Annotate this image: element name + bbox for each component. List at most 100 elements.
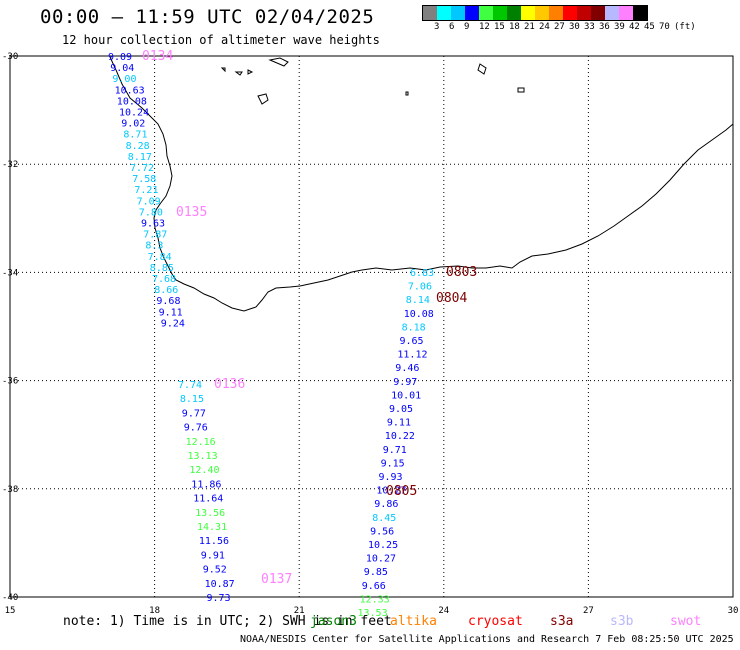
wave-height-value: 13.56 (195, 508, 225, 519)
color-scale-label: 12 (479, 22, 490, 32)
color-scale-label: (ft) (674, 22, 696, 32)
color-scale-label: 18 (509, 22, 520, 32)
wave-height-value: 9.66 (362, 581, 386, 592)
track-0135: 0135 (176, 205, 207, 220)
pass-label: 0137 (261, 572, 292, 587)
wave-height-value: 8.14 (406, 295, 430, 306)
pass-label: 0804 (436, 291, 467, 306)
color-swatch (507, 6, 521, 20)
color-scale-label: 15 (494, 22, 505, 32)
color-swatch (423, 6, 437, 20)
wave-height-value: 14.31 (197, 522, 227, 533)
wave-height-value: 6.83 (410, 268, 434, 279)
legend-jason3: jason3 (310, 614, 357, 629)
color-swatch (619, 6, 633, 20)
color-scale-labels: 3 6 9 12 15 18 21 24 27 30 33 36 39 42 45 70 (ft) (422, 22, 740, 34)
wave-height-value: 10.24 (119, 108, 149, 119)
legend-altika: altika (390, 614, 437, 629)
lon-tick-label: 21 (294, 606, 305, 616)
wave-height-value: 9.11 (387, 418, 411, 429)
lon-tick-label: 18 (149, 606, 160, 616)
wave-height-value: 7.06 (408, 282, 432, 293)
axis-tick-labels: 15 18 21 24 27 30 -30 -32 -34 -36 -38 -40 (2, 52, 738, 616)
wave-height-value: 9.63 (141, 219, 165, 230)
wave-height-value: 10.25 (368, 540, 398, 551)
wave-height-value: 9.09 (108, 52, 132, 63)
wave-height-value: 10.63 (115, 85, 145, 96)
wave-height-value: 13.13 (188, 451, 218, 462)
color-swatch (493, 6, 507, 20)
wave-height-value: 7.80 (139, 207, 163, 218)
track-0137: 0137 (261, 572, 292, 587)
wave-height-value: 12.33 (360, 594, 390, 605)
wave-height-value: 9.04 (110, 63, 134, 74)
wave-height-value: 10.08 (404, 309, 434, 320)
color-swatch (591, 6, 605, 20)
wave-height-value: 11.64 (193, 494, 223, 505)
lon-tick-label: 24 (438, 606, 449, 616)
legend-swot: swot (670, 614, 702, 629)
pass-label: 0134 (142, 49, 173, 64)
wave-height-value: 8.85 (150, 263, 174, 274)
pass-label: 0135 (176, 205, 207, 220)
wave-height-value: 9.68 (156, 296, 180, 307)
wave-height-value: 9.46 (395, 363, 419, 374)
wave-height-value: 8.45 (372, 513, 396, 524)
color-swatch (563, 6, 577, 20)
wave-height-value: 9.11 (159, 307, 183, 318)
color-scale-label: 36 (599, 22, 610, 32)
wave-height-value: 11.86 (191, 479, 221, 490)
color-scale-label: 3 (434, 22, 440, 32)
wave-height-value: 9.02 (121, 119, 145, 130)
lat-tick-label: -36 (2, 377, 18, 387)
wave-height-value: 9.76 (184, 423, 208, 434)
legend-s3a: s3a (550, 614, 574, 629)
track-0803: 0803 6.83 7.06 8.14 10.08 8.18 9.65 11.12 9.46 9.… (358, 265, 478, 619)
color-swatch (465, 6, 479, 20)
wave-height-value: 7.68 (152, 274, 176, 285)
wave-height-value: 10.87 (205, 579, 235, 590)
color-scale-label: 24 (539, 22, 550, 32)
map-title: 00:00 – 11:59 UTC 02/04/2025 (40, 6, 375, 28)
wave-height-value: 10.27 (366, 554, 396, 565)
wave-height-value: 9.05 (389, 404, 413, 415)
map-subtitle: 12 hour collection of altimeter wave hei… (62, 33, 380, 47)
wave-height-value: 9.00 (112, 74, 136, 85)
wave-height-value: 8.28 (126, 141, 150, 152)
coastline (109, 56, 734, 312)
color-scale-label: 21 (524, 22, 535, 32)
wave-height-value: 8.66 (154, 285, 178, 296)
credit-line: NOAA/NESDIS Center for Satellite Applica… (240, 634, 734, 645)
track-0805: 0805 (386, 484, 417, 499)
wave-height-value: 8.71 (123, 130, 147, 141)
wave-height-value: 9.56 (370, 526, 394, 537)
wave-height-value: 9.15 (381, 458, 405, 469)
wave-height-value: 12.16 (186, 437, 216, 448)
color-swatch (633, 6, 647, 20)
color-swatch (577, 6, 591, 20)
note-text: note: 1) Time is in UTC; 2) SWH is in fe… (63, 614, 392, 629)
color-swatch (605, 6, 619, 20)
wave-height-value: 9.71 (383, 445, 407, 456)
wave-height-value: 7.87 (143, 230, 167, 241)
lat-tick-label: -38 (2, 485, 18, 495)
color-scale-label: 6 (449, 22, 455, 32)
wave-height-value: 12.40 (189, 465, 219, 476)
pass-label: 0803 (446, 265, 477, 280)
wave-height-value: 9.85 (364, 567, 388, 578)
color-swatch (549, 6, 563, 20)
color-swatch (437, 6, 451, 20)
wave-height-value: 10.27 (376, 486, 406, 497)
wave-height-value: 8.17 (128, 152, 152, 163)
color-swatch (451, 6, 465, 20)
color-swatch (521, 6, 535, 20)
lat-tick-label: -30 (2, 52, 18, 62)
color-scale-label: 42 (629, 22, 640, 32)
wave-height-value: 9.93 (379, 472, 403, 483)
color-scale-label: 33 (584, 22, 595, 32)
legend-s3b: s3b (610, 614, 634, 629)
wave-height-value: 10.22 (385, 431, 415, 442)
lon-tick-label: 27 (583, 606, 594, 616)
track-0136: 0136 7.74 8.15 9.77 9.76 12.16 13.13 12.40 11.86… (178, 377, 245, 604)
wave-height-value: 7.58 (132, 174, 156, 185)
